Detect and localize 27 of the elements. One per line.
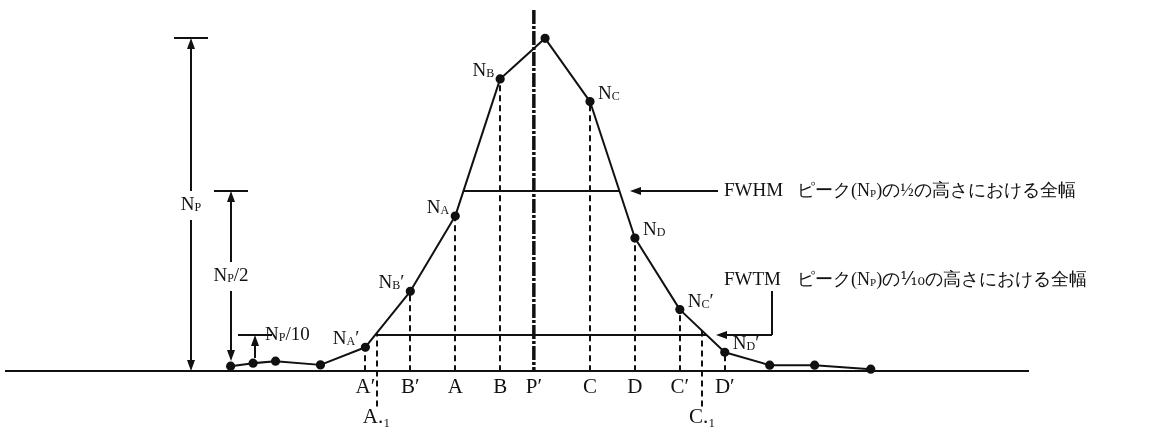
annotation: ピーク(NP)の½の高さにおける全幅 [797, 179, 1076, 201]
annotation: NB [472, 58, 495, 81]
annotation: NA′ [332, 327, 360, 349]
x-tick-label: A′ [355, 374, 376, 399]
annotation: NB′ [378, 271, 405, 293]
annotation: ND [642, 218, 666, 240]
x-tick-label: D′ [714, 374, 735, 399]
x-tick-label: C′ [670, 374, 690, 399]
annotation: NC [598, 81, 620, 103]
x-tick-label: B [493, 374, 508, 399]
x-tick-label: P′ [525, 374, 542, 399]
x-tick-label: A [447, 374, 464, 399]
x-tick-label: C [582, 374, 598, 399]
annotation: NA [426, 196, 450, 218]
ref-line-label: FWHM [724, 178, 784, 200]
ref-line-label: FWTM [724, 267, 782, 289]
text: /2 [233, 263, 249, 285]
x-tick-label: C.₁ [689, 403, 716, 428]
annotation: NC′ [687, 289, 714, 311]
annotation: NP [213, 263, 235, 286]
x-tick-label: B′ [401, 374, 420, 399]
annotation: NP/10 [265, 322, 310, 345]
text: NP [180, 192, 202, 215]
annotation: ND′ [732, 332, 760, 354]
annotation: ピーク(NP)の⅒の高さにおける全幅 [797, 268, 1087, 290]
x-tick-label: D [627, 374, 643, 399]
x-tick-label: A.₁ [362, 403, 391, 428]
